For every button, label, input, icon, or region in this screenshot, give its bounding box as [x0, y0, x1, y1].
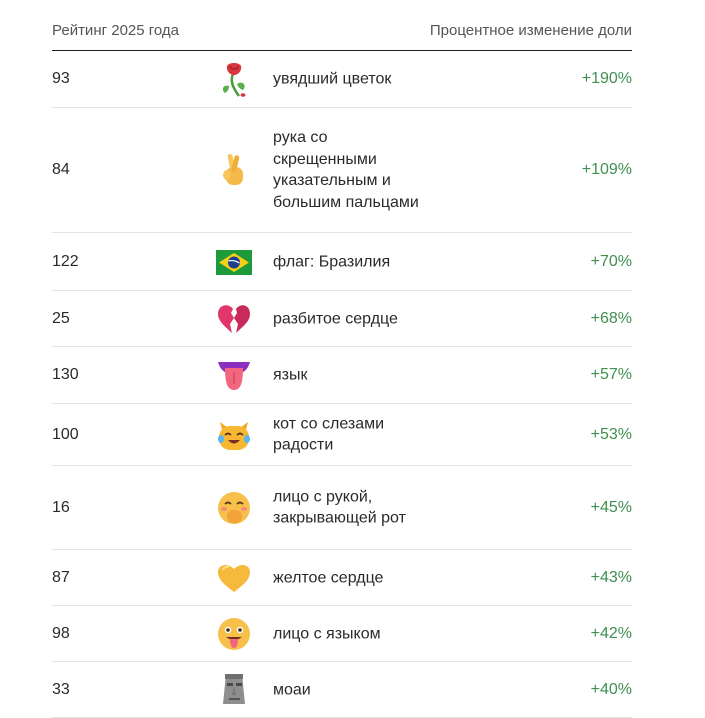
brazil-flag-icon [215, 243, 253, 281]
table-row: 98 лицо с языком +42% [52, 606, 632, 662]
table-row: 16 лицо с рукой, закрывающей рот +45% [52, 466, 632, 550]
table-row: 130 язык +57% [52, 347, 632, 404]
row-rank: 100 [52, 425, 79, 443]
row-name: флаг: Бразилия [273, 252, 391, 270]
row-rank: 93 [52, 70, 70, 87]
row-change: +40% [590, 680, 632, 698]
crossed-fingers-icon [215, 151, 253, 189]
row-change: +190% [581, 70, 632, 87]
face-with-tongue-icon [215, 615, 253, 653]
row-rank: 33 [52, 680, 70, 698]
row-rank: 122 [52, 252, 79, 270]
table-row: 33 моаи +40% [52, 662, 632, 718]
header-rank: Рейтинг 2025 года [52, 22, 180, 39]
row-name: разбитое сердце [273, 309, 398, 327]
wilted-flower-icon [215, 60, 253, 98]
row-name: лицо с языком [273, 624, 381, 642]
moai-icon [215, 671, 253, 709]
hand-over-mouth-face-icon [215, 489, 253, 527]
row-name: желтое сердце [273, 568, 384, 586]
row-rank: 87 [52, 568, 70, 586]
row-name: моаи [273, 680, 311, 698]
row-rank: 16 [52, 498, 70, 516]
row-change: +42% [590, 624, 632, 642]
row-name: язык [273, 366, 308, 384]
row-change: +57% [590, 366, 632, 383]
row-rank: 25 [52, 309, 70, 327]
header-change: Процентное изменение доли [429, 22, 632, 39]
row-rank: 98 [52, 624, 70, 642]
table-row: 100 кот со слезами радости +53% [52, 404, 632, 466]
row-change: +43% [590, 568, 632, 586]
row-change: +70% [590, 252, 632, 270]
row-name: лицо с рукой, закрывающей рот [273, 488, 406, 527]
table-row: 87 желтое сердце +43% [52, 550, 632, 606]
row-change: +53% [590, 425, 632, 443]
table-row: 84 рука со скрещенными указательным и бо… [52, 108, 632, 233]
yellow-heart-icon [215, 559, 253, 597]
table-row: 93 увядший цветок +190% [52, 51, 632, 108]
row-name: рука со скрещенными указательным и больш… [273, 129, 419, 211]
table-header: Рейтинг 2025 года Процентное изменение д… [52, 0, 632, 51]
row-rank: 84 [52, 161, 70, 178]
row-rank: 130 [52, 366, 79, 383]
row-change: +68% [590, 309, 632, 327]
broken-heart-icon [215, 300, 253, 338]
row-name: кот со слезами радости [273, 415, 385, 454]
row-change: +109% [581, 161, 632, 178]
row-name: увядший цветок [273, 70, 392, 88]
emoji-ranking-table: Рейтинг 2025 года Процентное изменение д… [52, 0, 632, 718]
table-row: 25 разбитое сердце +68% [52, 291, 632, 347]
tongue-icon [215, 356, 253, 394]
cat-tears-of-joy-icon [215, 416, 253, 454]
row-change: +45% [590, 498, 632, 516]
table-row: 122 флаг: Бразилия +70% [52, 233, 632, 291]
